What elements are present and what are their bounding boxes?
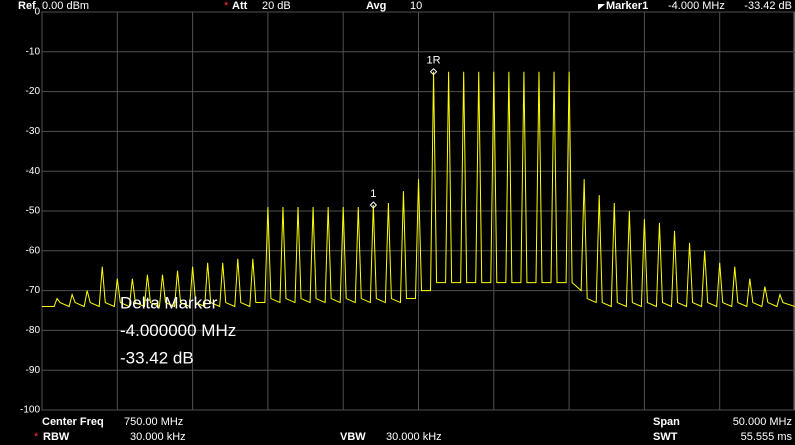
marker-diamond (429, 67, 438, 76)
y-tick-label: -90 (26, 365, 41, 376)
status-label: VBW (340, 431, 366, 443)
trace (42, 71, 795, 308)
status-value: -4.000 MHz (668, 0, 725, 12)
y-tick-label: -70 (26, 285, 41, 296)
status-label: Marker1 (606, 0, 648, 12)
y-tick-label: -50 (26, 206, 41, 217)
status-label: Att (232, 0, 248, 12)
status-label: Avg (366, 0, 386, 12)
status-value: -33.42 dB (744, 0, 792, 12)
status-label: Center Freq (42, 416, 104, 428)
status-value: 30.000 kHz (130, 431, 186, 443)
marker-icon (598, 4, 605, 10)
status-value: 55.555 ms (741, 431, 793, 443)
delta-marker-text: Delta Marker (120, 293, 218, 312)
status-value: 0.00 dBm (42, 0, 89, 12)
flag: * (224, 0, 229, 12)
y-tick-label: -30 (26, 126, 41, 137)
y-tick-label: -40 (26, 166, 41, 177)
status-label: RBW (43, 431, 70, 443)
y-tick-label: 0 (34, 7, 40, 18)
status-value: 750.00 MHz (124, 416, 183, 428)
flag: * (34, 431, 39, 443)
y-tick-label: -100 (20, 405, 40, 416)
status-value: 20 dB (262, 0, 291, 12)
delta-marker-text: -33.42 dB (120, 348, 194, 367)
status-value: 30.000 kHz (386, 431, 442, 443)
status-label: SWT (653, 431, 678, 443)
marker-diamond (369, 201, 378, 209)
marker-label: 1R (427, 55, 441, 67)
y-tick-label: -10 (26, 46, 41, 57)
y-tick-label: -20 (26, 86, 41, 97)
y-tick-label: -80 (26, 325, 41, 336)
status-label: Ref (18, 0, 36, 12)
status-label: Span (653, 416, 680, 428)
y-tick-label: -60 (26, 245, 41, 256)
marker-label: 1 (370, 188, 376, 200)
status-value: 50.000 MHz (733, 416, 792, 428)
delta-marker-text: -4.000000 MHz (120, 321, 236, 340)
status-value: 10 (410, 0, 422, 12)
